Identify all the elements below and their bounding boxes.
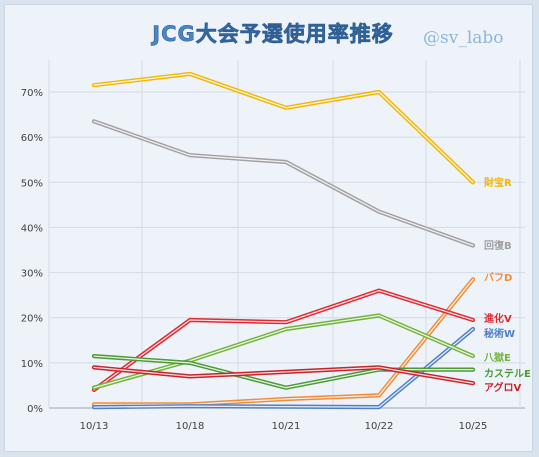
series-line: [91, 119, 476, 248]
series-label: アグロV: [484, 381, 521, 394]
x-tick-label: 10/21: [272, 421, 301, 432]
series-line: [91, 313, 476, 390]
series-group: [91, 71, 476, 410]
series-line-inner: [93, 366, 474, 384]
y-tick-label: 0%: [27, 404, 43, 415]
x-tick-label: 10/18: [176, 421, 205, 432]
y-tick-label: 50%: [21, 178, 43, 189]
series-label: バフD: [484, 272, 512, 284]
line-chart: JCG大会予選使用率推移 @sv_labo 0% 10% 20% 30% 40% 50% 6…: [21, 22, 531, 432]
series-line: [91, 288, 476, 392]
series-label: 八獄E: [483, 351, 511, 364]
series-line: [91, 71, 476, 185]
series-label: 秘術W: [484, 327, 515, 340]
series-label: 財宝R: [483, 176, 512, 189]
x-tick-label: 10/13: [80, 421, 109, 432]
series-line: [91, 365, 476, 386]
series-line-inner: [93, 73, 474, 183]
y-tick-label: 30%: [21, 269, 43, 280]
series-label: カステルE: [484, 368, 531, 380]
axes: 0% 10% 20% 30% 40% 50% 60% 70% 10/13 10/18 10/21 10…: [21, 88, 488, 432]
y-tick-label: 10%: [21, 359, 43, 370]
x-tick-label: 10/25: [459, 421, 488, 432]
x-tick-label: 10/22: [365, 421, 394, 432]
series-line-inner: [93, 289, 474, 391]
series-line-inner: [93, 120, 474, 247]
chart-frame: JCG大会予選使用率推移 @sv_labo 0% 10% 20% 30% 40% 50% 6…: [4, 4, 533, 452]
y-tick-label: 20%: [21, 314, 43, 325]
y-tick-label: 40%: [21, 223, 43, 234]
series-line-inner: [93, 355, 474, 389]
series-line: [91, 326, 476, 410]
plot-area: [49, 60, 525, 408]
chart-title: JCG大会予選使用率推移: [150, 22, 393, 46]
series-line: [91, 354, 476, 390]
y-tick-label: 70%: [21, 88, 43, 99]
series-line-inner: [93, 314, 474, 389]
series-label: 進化V: [484, 312, 512, 325]
series-line-inner: [93, 328, 474, 408]
series-label: 回復B: [484, 239, 512, 252]
watermark: @sv_labo: [423, 28, 504, 48]
grid: [48, 60, 525, 409]
y-tick-label: 60%: [21, 133, 43, 144]
